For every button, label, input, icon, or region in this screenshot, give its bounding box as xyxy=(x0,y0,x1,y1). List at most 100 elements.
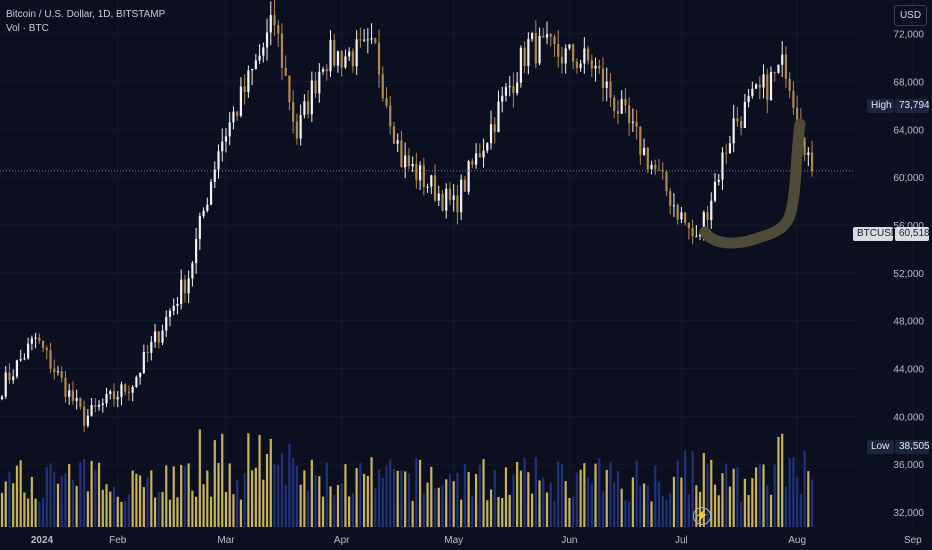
candle-body xyxy=(321,69,325,72)
candle-body xyxy=(307,101,310,115)
volume-bar xyxy=(553,501,556,527)
volume-bar xyxy=(168,499,172,527)
candle-body xyxy=(530,33,534,40)
candle-body xyxy=(501,95,504,102)
candle-body xyxy=(23,358,26,360)
volume-bar xyxy=(672,476,676,527)
candle-body xyxy=(336,51,340,66)
volume-bar xyxy=(605,469,608,527)
candle-body xyxy=(810,152,814,171)
volume-bar xyxy=(437,487,440,527)
candle-body xyxy=(150,341,153,353)
candle-body xyxy=(564,48,567,64)
candle-body xyxy=(579,63,582,69)
volume-bar xyxy=(139,475,142,527)
volume-bar xyxy=(213,440,216,527)
volume-bar xyxy=(482,459,485,527)
candle-body xyxy=(75,398,78,401)
volume-bar xyxy=(433,488,437,527)
candle-body xyxy=(777,64,780,74)
volume-bar xyxy=(202,484,205,527)
volume-bar xyxy=(519,470,522,527)
volume-bar xyxy=(680,477,683,527)
candle-body xyxy=(542,35,545,38)
candle-body xyxy=(116,397,119,400)
volume-bar xyxy=(269,438,272,527)
volume-bar xyxy=(590,483,593,527)
candle-body xyxy=(512,85,515,94)
candle-body xyxy=(191,263,194,279)
lightning-icon[interactable]: ⚡ xyxy=(693,507,711,525)
volume-bar xyxy=(474,473,478,527)
price-tick-label: 64,000 xyxy=(893,125,924,136)
volume-bar xyxy=(706,464,709,527)
candle-body xyxy=(94,405,97,407)
volume-bar xyxy=(195,496,198,527)
candle-body xyxy=(258,55,261,61)
volume-bar xyxy=(318,476,321,527)
candle-body xyxy=(168,310,172,317)
volume-bar xyxy=(560,464,564,527)
candle-body xyxy=(702,212,705,235)
volume-bar xyxy=(75,485,78,527)
volume-bar xyxy=(740,501,743,527)
volume-bars xyxy=(0,429,814,527)
volume-bar xyxy=(810,479,814,527)
candle-body xyxy=(642,147,646,155)
candle-body xyxy=(762,74,765,88)
volume-bar xyxy=(751,478,754,527)
candle-body xyxy=(19,359,22,361)
candle-body xyxy=(754,84,758,89)
candle-body xyxy=(344,56,347,68)
candle-body xyxy=(377,42,381,75)
volume-bar xyxy=(687,494,690,527)
volume-bar xyxy=(377,469,381,527)
price-tick-label: 52,000 xyxy=(893,269,924,280)
candle-body xyxy=(86,415,89,426)
volume-bar xyxy=(628,501,631,527)
volume-bar xyxy=(691,451,694,527)
candle-body xyxy=(560,56,564,64)
candle-body xyxy=(572,44,575,62)
volume-bar xyxy=(232,494,235,527)
candle-body xyxy=(415,163,418,181)
volume-bar xyxy=(221,433,224,527)
volume-bar xyxy=(497,496,500,527)
candle-body xyxy=(265,32,269,48)
volume-bar xyxy=(273,464,276,527)
volume-bar xyxy=(165,465,168,527)
candle-body xyxy=(788,78,791,91)
candle-body xyxy=(657,169,661,171)
volume-bar xyxy=(198,429,201,527)
symbol-title: Bitcoin / U.S. Dollar, 1D, BITSTAMP xyxy=(6,9,166,20)
candle-body xyxy=(366,39,369,41)
candle-body xyxy=(139,372,142,378)
price-tick-label: 56,000 xyxy=(893,221,924,232)
volume-bar xyxy=(284,484,287,527)
volume-bar xyxy=(183,466,187,527)
candle-body xyxy=(807,152,810,156)
candle-body xyxy=(769,72,773,101)
volume-bar xyxy=(807,471,810,527)
high-label: High xyxy=(867,99,894,113)
volume-bar xyxy=(564,481,567,527)
candle-body xyxy=(202,210,205,216)
candle-body xyxy=(165,316,168,331)
candle-body xyxy=(209,181,213,205)
candle-body xyxy=(284,67,287,76)
volume-bar xyxy=(277,465,280,527)
volume-bar xyxy=(135,473,138,527)
volume-label: Vol · BTC xyxy=(6,23,49,34)
volume-bar xyxy=(545,492,549,527)
candle-body xyxy=(142,351,145,373)
candle-body xyxy=(64,377,67,397)
candle-body xyxy=(407,155,410,167)
volume-bar xyxy=(180,464,183,527)
candle-body xyxy=(706,212,709,221)
currency-button[interactable]: USD xyxy=(894,5,927,26)
volume-bar xyxy=(695,485,698,527)
candle-body xyxy=(609,81,612,98)
candle-body xyxy=(422,165,425,188)
candle-body xyxy=(34,337,37,339)
